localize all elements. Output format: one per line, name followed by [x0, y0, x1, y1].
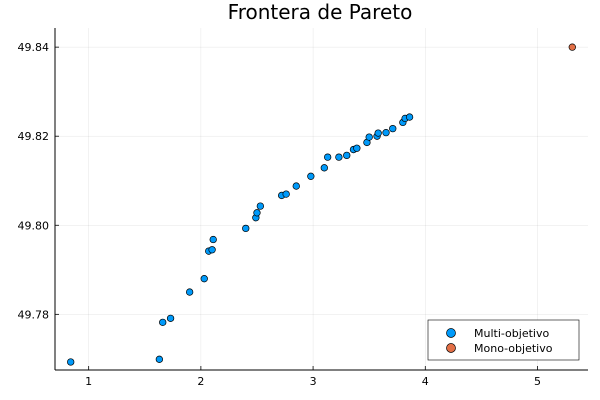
point-series0-11	[253, 209, 261, 217]
point-series0-18	[324, 153, 332, 161]
x-tick-label-3: 4	[422, 375, 429, 388]
point-series0-0	[67, 358, 75, 366]
point-series0-22	[353, 144, 361, 152]
point-series0-1	[155, 355, 164, 363]
point-series0-20	[343, 151, 351, 160]
y-axis-ticks: 49.78 49.80 49.82 49.84	[18, 41, 59, 321]
point-series0-19	[335, 153, 343, 161]
point-series0-14	[282, 190, 290, 198]
data-points	[67, 43, 576, 366]
x-tick-label-2: 3	[310, 375, 317, 388]
legend-marker-1	[446, 343, 456, 353]
point-series0-15	[292, 182, 300, 190]
point-series0-5	[200, 275, 208, 283]
x-tick-label-0: 1	[85, 375, 92, 388]
y-tick-label-1: 49.80	[18, 219, 50, 232]
y-tick-label-3: 49.84	[18, 41, 50, 54]
point-series0-3	[166, 314, 175, 322]
point-series1-0	[568, 43, 576, 51]
point-series0-7	[208, 246, 216, 254]
x-tick-label-4: 5	[534, 375, 541, 388]
chart-title: Frontera de Pareto	[228, 0, 413, 24]
legend-box	[427, 319, 580, 361]
point-series0-17	[320, 164, 328, 172]
point-series0-12	[256, 202, 264, 210]
point-series0-8	[209, 235, 217, 244]
point-series0-28	[389, 124, 397, 133]
point-series0-26	[374, 129, 382, 137]
y-tick-label-0: 49.78	[18, 308, 50, 321]
legend-marker-0	[446, 328, 456, 338]
x-axis-ticks: 1 2 3 4 5	[85, 366, 541, 388]
point-series0-4	[186, 288, 194, 296]
axes	[54, 28, 588, 371]
x-tick-label-1: 2	[197, 375, 204, 388]
point-series0-27	[382, 128, 390, 137]
point-series0-9	[242, 224, 250, 233]
point-series0-31	[405, 113, 414, 121]
legend: Multi-objetivo Mono-objetivo	[427, 319, 580, 361]
y-tick-label-2: 49.82	[18, 130, 50, 143]
legend-label-0: Multi-objetivo	[474, 327, 549, 340]
point-series0-16	[307, 172, 315, 180]
point-series0-24	[365, 133, 373, 141]
point-series0-2	[159, 318, 167, 327]
grid-lines	[55, 28, 588, 370]
legend-label-1: Mono-objetivo	[474, 342, 553, 355]
